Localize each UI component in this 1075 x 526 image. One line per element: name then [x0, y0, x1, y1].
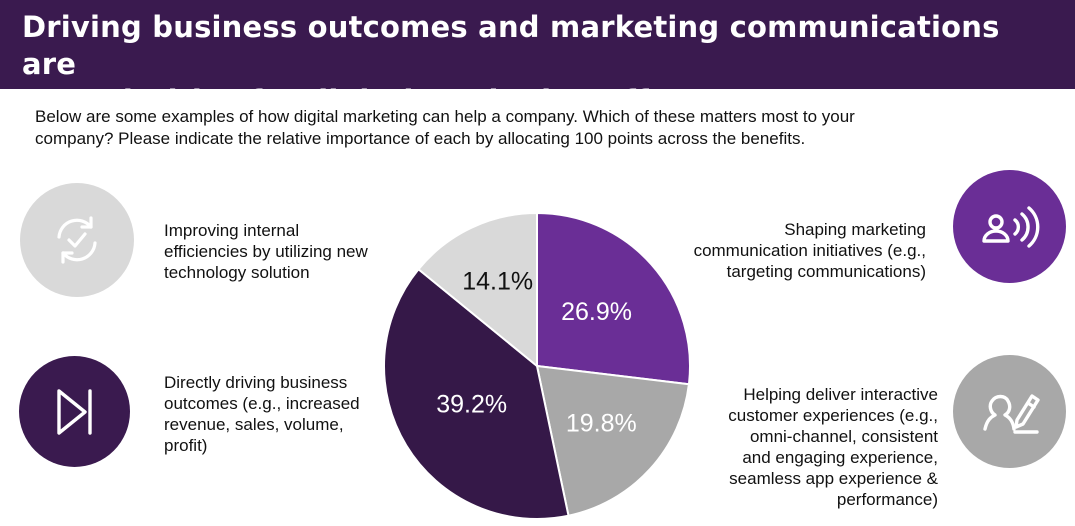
pie-slice-3 [417, 211, 538, 369]
efficiency-icon-circle [20, 183, 134, 297]
pie-label-2: 39.2% [436, 390, 507, 418]
benefit-label-interactive-experiences: Helping deliver interactive customer exp… [728, 385, 938, 509]
question-line-2: company? Please indicate the relative im… [35, 129, 806, 148]
skip-forward-icon [56, 388, 92, 435]
outcomes-icon-circle [19, 356, 130, 467]
pie-label-3: 14.1% [462, 268, 533, 296]
title-line-1: Driving business outcomes and marketing … [22, 10, 1000, 81]
page-title: Driving business outcomes and marketing … [22, 9, 1062, 120]
pie-slice-0 [536, 211, 691, 386]
header-banner: Driving business outcomes and marketing … [0, 0, 1075, 118]
title-line-2: top priorities for digital marketing eff… [22, 84, 716, 118]
person-pencil-icon [982, 393, 1040, 434]
pie-slice-2 [383, 267, 570, 520]
pie-label-0: 26.9% [561, 298, 632, 326]
benefit-label-business-outcomes: Directly driving business outcomes (e.g.… [164, 373, 360, 455]
experiences-icon-circle [953, 355, 1066, 468]
pie-chart: 26.9% 19.8% 39.2% 14.1% [383, 211, 691, 520]
question-line-1: Below are some examples of how digital m… [35, 107, 855, 126]
pie-slice-1 [535, 364, 691, 517]
pie-label-1: 19.8% [566, 410, 637, 438]
survey-question: Below are some examples of how digital m… [35, 106, 1045, 150]
refresh-check-icon [57, 216, 97, 264]
benefit-label-efficiencies: Improving internal efficiencies by utili… [164, 221, 368, 282]
communications-icon-circle [953, 170, 1066, 283]
benefit-label-marketing-communications: Shaping marketing communication initiati… [693, 220, 926, 281]
person-broadcast-icon [981, 205, 1039, 248]
